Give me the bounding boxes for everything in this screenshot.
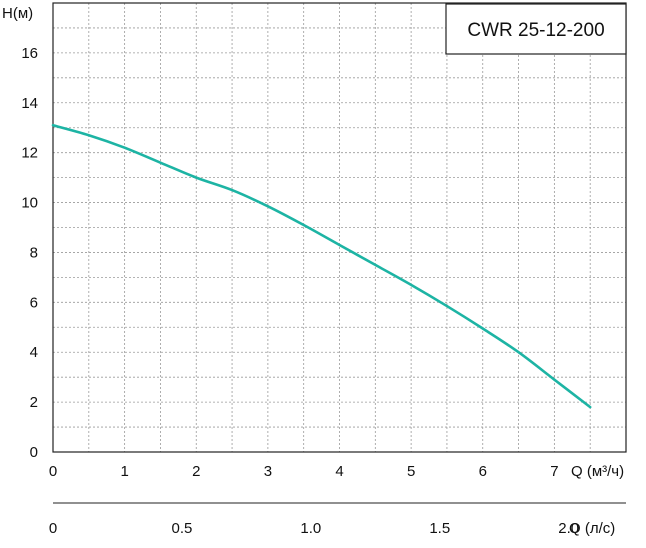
y-tick-label: 6 — [30, 294, 38, 311]
grid — [53, 3, 626, 452]
y-tick-label: 0 — [30, 444, 38, 461]
x-tick-label: 0 — [49, 463, 57, 480]
x-tick-label: 7 — [550, 463, 558, 480]
x2-tick-label: 0 — [49, 520, 57, 537]
plot-frame — [52, 2, 627, 453]
y-tick-label: 14 — [21, 95, 38, 112]
y-axis-ticks: 0 2 4 6 8 10 12 14 16 — [21, 45, 38, 461]
x-tick-label: 2 — [192, 463, 200, 480]
y-tick-label: 10 — [21, 195, 38, 212]
x2-tick-label: 1.0 — [300, 520, 321, 537]
y-tick-label: 12 — [21, 145, 38, 162]
x-tick-label: 3 — [264, 463, 272, 480]
x-tick-label: 4 — [335, 463, 343, 480]
y-axis-label: H(м) — [2, 5, 33, 22]
chart-title: CWR 25-12-200 — [467, 20, 604, 41]
series-line — [51, 123, 592, 409]
x-axis-ticks: 0 1 2 3 4 5 6 7 — [49, 463, 559, 480]
x-tick-label: 1 — [120, 463, 128, 480]
y-tick-label: 16 — [21, 45, 38, 62]
y-tick-label: 2 — [30, 394, 38, 411]
x-axis-label: Q (м³/ч) — [571, 463, 624, 480]
y-tick-label: 8 — [30, 244, 38, 261]
x-tick-label: 6 — [479, 463, 487, 480]
x-tick-label: 5 — [407, 463, 415, 480]
title-badge — [445, 3, 627, 55]
series-group — [51, 123, 592, 409]
secondary-x-axis-label: Q (л/с) — [569, 520, 615, 537]
x2-tick-label: 0.5 — [171, 520, 192, 537]
x2-tick-label: 2.0 — [558, 520, 579, 537]
x2-tick-label: 1.5 — [429, 520, 450, 537]
y-tick-label: 4 — [30, 344, 38, 361]
secondary-x-axis-ticks: 0 0.5 1.0 1.5 2.0 — [49, 520, 579, 537]
